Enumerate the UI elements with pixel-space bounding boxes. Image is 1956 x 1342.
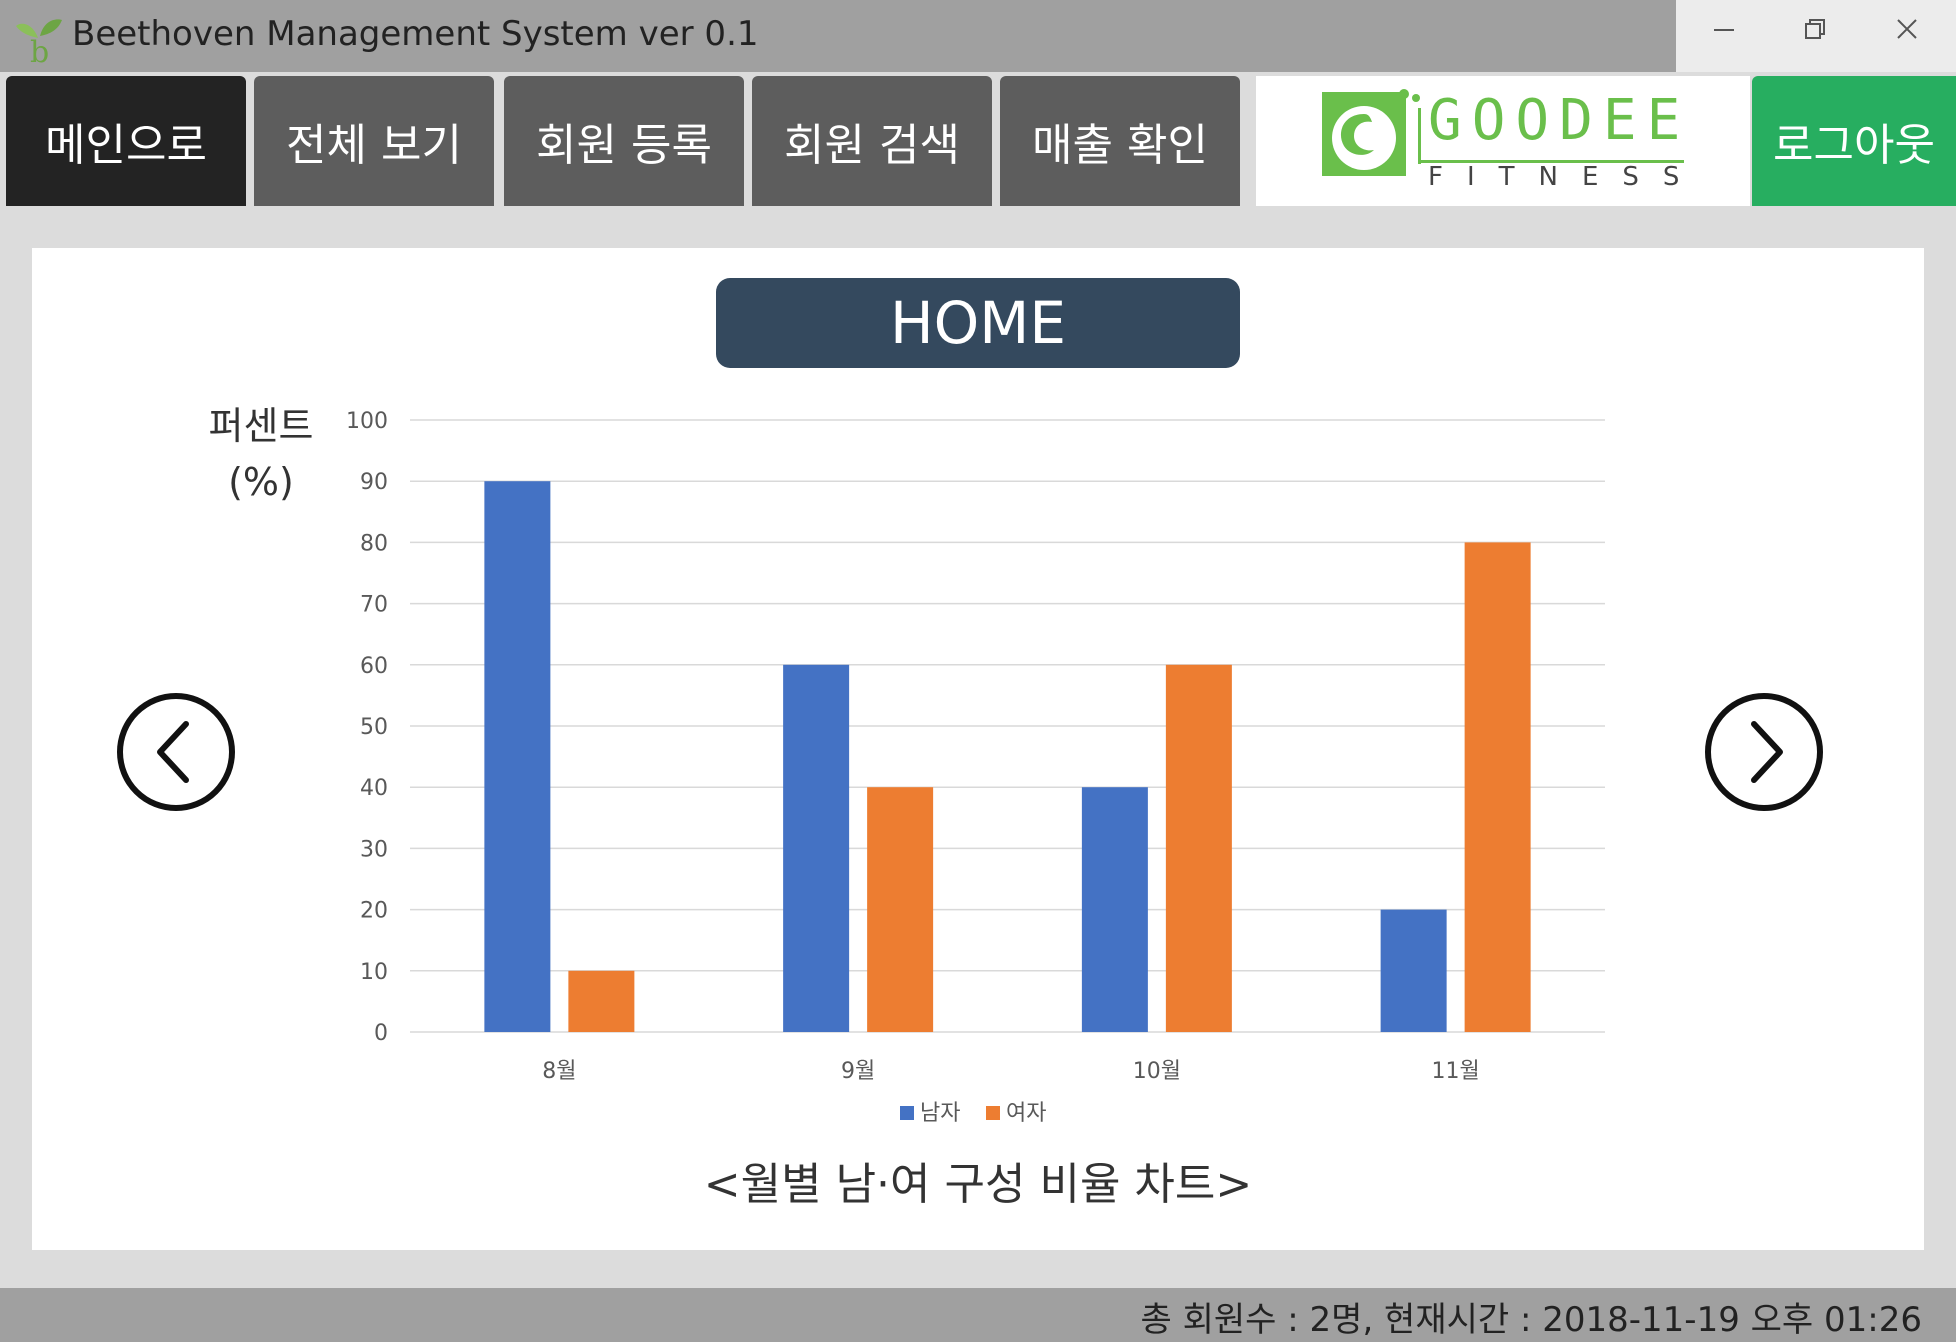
minimize-icon[interactable] [1676,0,1768,64]
nav-register-member-button[interactable]: 회원 등록 [504,76,744,206]
y-tick-label: 50 [360,715,388,740]
y-tick-label: 0 [374,1021,388,1046]
status-bar: 총 회원수 : 2명, 현재시간 : 2018-11-19 오후 01:26 [0,1288,1956,1342]
bar-male [1380,909,1447,1032]
page-title: HOME [716,278,1240,368]
bar-female [867,787,934,1032]
nav-main-button[interactable]: 메인으로 [6,76,246,206]
bar-male [1081,787,1148,1032]
logout-button[interactable]: 로그아웃 [1752,76,1956,206]
bar-female [1464,542,1531,1032]
goodee-fitness-logo: GOODEE FITNESS [1256,76,1750,206]
y-tick-label: 100 [346,409,388,434]
y-tick-label: 20 [360,899,388,924]
bar-female [568,970,635,1032]
x-tick-label: 9월 [841,1059,875,1084]
nav-view-all-button[interactable]: 전체 보기 [254,76,494,206]
x-tick-label: 8월 [542,1059,576,1084]
y-tick-label: 90 [360,470,388,495]
chevron-right-circle-icon[interactable] [1704,692,1824,812]
logo-mark-icon [1322,89,1684,176]
y-tick-label: 60 [360,654,388,679]
y-tick-label: 10 [360,960,388,985]
main-panel [32,248,1924,1250]
window-title: Beethoven Management System ver 0.1 [72,14,759,54]
y-tick-label: 70 [360,593,388,618]
y-axis-label: 퍼센트 (%) [208,404,314,504]
status-text: 총 회원수 : 2명, 현재시간 : 2018-11-19 오후 01:26 [1140,1300,1922,1340]
bar-female [1165,664,1232,1032]
legend-label: 남자 [920,1101,960,1126]
y-tick-label: 80 [360,531,388,556]
sprout-b-icon: b [16,19,62,64]
x-tick-label: 11월 [1432,1059,1480,1084]
y-tick-label: 40 [360,776,388,801]
x-tick-label: 10월 [1133,1059,1181,1084]
legend-swatch [900,1106,914,1120]
y-tick-label: 30 [360,837,388,862]
svg-text:b: b [30,35,49,64]
nav-search-member-button[interactable]: 회원 검색 [752,76,992,206]
legend-swatch [986,1106,1000,1120]
nav-sales-button[interactable]: 매출 확인 [1000,76,1240,206]
bar-male [484,481,551,1032]
bar-male [783,664,850,1032]
logo-text-bottom: FITNESS [1428,162,1704,192]
restore-icon[interactable] [1768,0,1860,64]
logo-text-top: GOODEE [1428,88,1691,153]
window-controls [1676,0,1956,72]
title-bar: b Beethoven Management System ver 0.1 [0,0,1956,72]
close-icon[interactable] [1860,0,1952,64]
chart-caption: <월별 남·여 구성 비율 차트> [703,1159,1253,1210]
legend-label: 여자 [1006,1101,1046,1126]
chevron-left-circle-icon[interactable] [116,692,236,812]
